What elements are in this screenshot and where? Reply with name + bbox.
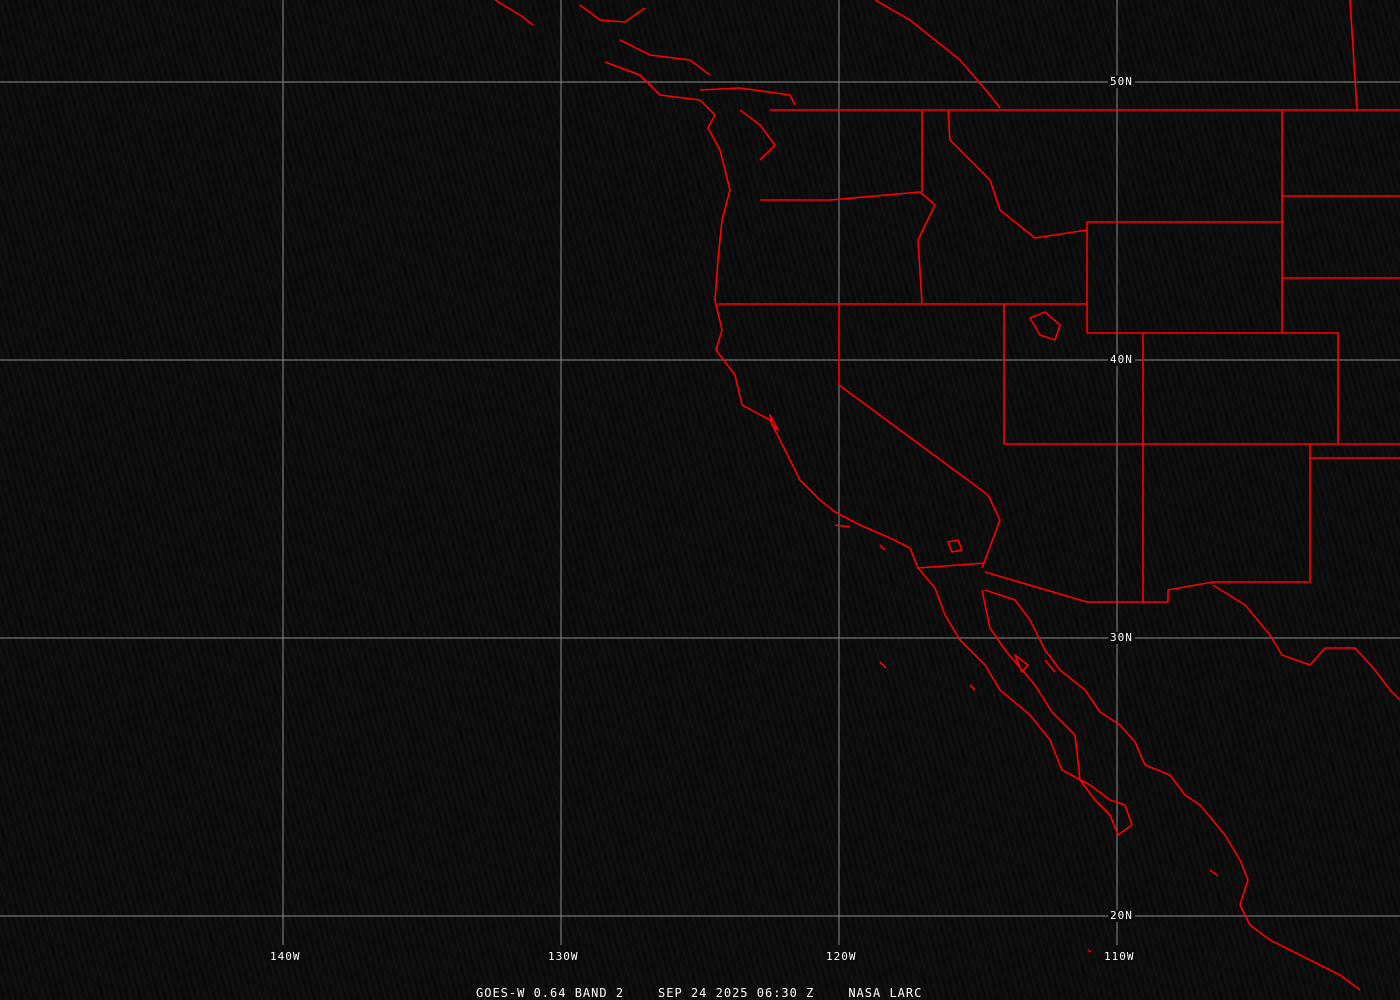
canada-borders xyxy=(874,0,1358,111)
lon-label-140w: 140W xyxy=(268,950,303,963)
lat-label-50n: 50N xyxy=(1108,75,1135,88)
lat-label-20n: 20N xyxy=(1108,909,1135,922)
coastline-pacific xyxy=(604,61,1133,836)
coastline-mexico-mainland xyxy=(984,589,1361,991)
lakes-islands xyxy=(769,311,1219,953)
lon-label-130w: 130W xyxy=(546,950,581,963)
state-borders xyxy=(718,109,1400,603)
caption-satellite: GOES-W 0.64 BAND 2 xyxy=(476,986,625,1000)
caption-source: NASA LARC xyxy=(848,986,923,1000)
image-caption: GOES-W 0.64 BAND 2 SEP 24 2025 06:30 Z NAS… xyxy=(476,986,956,1000)
lat-label-40n: 40N xyxy=(1108,353,1135,366)
lat-label-30n: 30N xyxy=(1108,631,1135,644)
caption-datetime: SEP 24 2025 06:30 Z xyxy=(658,986,815,1000)
coastline-bc xyxy=(494,0,534,26)
lon-label-120w: 120W xyxy=(824,950,859,963)
coastline-gulf-mexico xyxy=(1212,584,1400,701)
coastline-bc-islands xyxy=(579,4,796,161)
lon-label-110w: 110W xyxy=(1102,950,1137,963)
